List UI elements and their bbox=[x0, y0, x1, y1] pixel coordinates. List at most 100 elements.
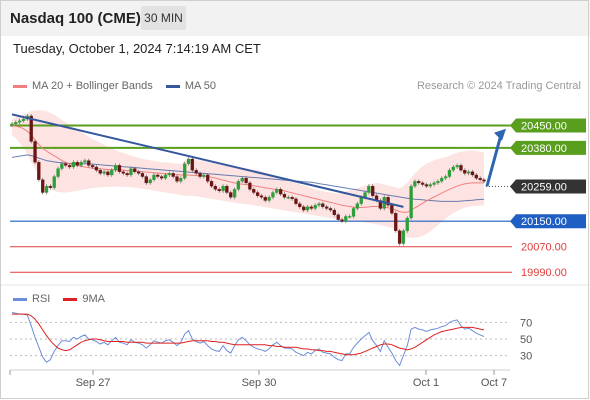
candle bbox=[75, 160, 79, 168]
candle bbox=[121, 169, 125, 176]
candle bbox=[113, 163, 118, 173]
candle bbox=[440, 176, 444, 184]
rsi-ma-swatch-icon bbox=[63, 297, 78, 301]
candle-body bbox=[451, 166, 455, 171]
rsi-swatch-icon bbox=[13, 297, 27, 301]
level-tag-0-text: 20450.00 bbox=[521, 121, 567, 133]
level-tag-1: 20380.00 bbox=[510, 140, 586, 155]
candle bbox=[213, 184, 218, 192]
rsi-tick-label: 70 bbox=[520, 317, 532, 329]
candle bbox=[21, 117, 26, 123]
candle bbox=[221, 184, 225, 193]
x-tick-label: Oct 7 bbox=[481, 377, 507, 389]
candle-body bbox=[140, 173, 145, 177]
candle-body bbox=[301, 206, 306, 211]
rsi-tick-label: 50 bbox=[520, 334, 532, 346]
candle-body bbox=[317, 203, 321, 206]
candle bbox=[432, 181, 436, 187]
timeframe-button[interactable]: 30 MIN bbox=[141, 6, 186, 30]
candle-body bbox=[67, 165, 72, 168]
candle bbox=[248, 181, 252, 192]
level-tag-2: 20150.00 bbox=[510, 214, 586, 229]
candle-body bbox=[179, 177, 183, 182]
candle-body bbox=[244, 177, 248, 184]
candle bbox=[90, 163, 95, 169]
candle bbox=[10, 122, 14, 127]
candle-body bbox=[459, 165, 463, 171]
ma50-swatch-icon bbox=[165, 84, 180, 88]
candle-body bbox=[183, 163, 187, 179]
legend-item-ma50: MA 50 bbox=[165, 80, 216, 92]
candle bbox=[397, 228, 402, 246]
candle-body bbox=[252, 189, 256, 193]
candle-body bbox=[221, 185, 225, 192]
candle-body bbox=[436, 181, 440, 184]
candle-body bbox=[420, 182, 425, 185]
current-price-tag-text: 20259.00 bbox=[521, 181, 567, 193]
candle-body bbox=[33, 141, 37, 163]
x-tick-label: Sep 30 bbox=[242, 377, 277, 389]
candle bbox=[332, 208, 336, 217]
candle-body bbox=[163, 174, 168, 179]
candle bbox=[344, 214, 348, 224]
candle-body bbox=[474, 174, 478, 179]
candle bbox=[202, 173, 206, 179]
candle-body bbox=[463, 170, 467, 174]
candle bbox=[336, 212, 340, 222]
candle bbox=[424, 182, 429, 189]
candle bbox=[482, 177, 486, 184]
candle-body bbox=[371, 185, 375, 196]
rsi-ma-line bbox=[12, 313, 485, 356]
candle-body bbox=[48, 185, 53, 188]
candle-body bbox=[71, 162, 76, 168]
candle bbox=[194, 168, 198, 176]
candle bbox=[125, 171, 129, 177]
candle-body bbox=[305, 206, 310, 211]
candle bbox=[244, 176, 248, 185]
candle-body bbox=[90, 165, 95, 168]
level-tag-0: 20450.00 bbox=[510, 118, 586, 133]
candle bbox=[459, 163, 463, 173]
candle bbox=[79, 160, 83, 168]
candle bbox=[160, 174, 164, 181]
level-tag-1-text: 20380.00 bbox=[521, 143, 567, 155]
candle bbox=[317, 201, 321, 208]
candle bbox=[167, 171, 171, 177]
candle bbox=[240, 176, 244, 184]
ma20-swatch-icon bbox=[13, 84, 27, 88]
candle bbox=[478, 176, 482, 182]
candle bbox=[110, 168, 114, 177]
candle-body bbox=[194, 170, 198, 174]
candle bbox=[175, 174, 179, 184]
candle-body bbox=[294, 198, 298, 204]
trendline bbox=[11, 113, 404, 208]
candle bbox=[129, 166, 133, 177]
candle bbox=[371, 184, 375, 198]
candle-body bbox=[144, 176, 148, 184]
candle bbox=[106, 169, 110, 177]
candle bbox=[463, 168, 467, 176]
candle bbox=[163, 173, 168, 181]
candle bbox=[232, 187, 237, 200]
legend-label-rsi: RSI bbox=[32, 293, 51, 305]
forecast-arrow-shaft bbox=[485, 134, 503, 187]
candle bbox=[467, 169, 471, 176]
candle-body bbox=[290, 197, 294, 200]
chart-header: Nasdaq 100 (CME) 30 MIN bbox=[0, 0, 590, 36]
candle-body bbox=[278, 189, 283, 195]
candle-body bbox=[110, 170, 114, 176]
candle-body bbox=[37, 162, 41, 180]
candle bbox=[209, 179, 214, 189]
candle-body bbox=[209, 181, 214, 187]
candle-body bbox=[417, 181, 421, 184]
candle-body bbox=[348, 216, 352, 218]
level-tag-0-box bbox=[510, 118, 586, 133]
candle-body bbox=[60, 163, 64, 169]
candle bbox=[44, 184, 49, 195]
x-tick-label: Oct 1 bbox=[413, 377, 439, 389]
candle bbox=[18, 118, 22, 125]
candle bbox=[401, 228, 406, 246]
candle-body bbox=[467, 171, 471, 174]
candle-body bbox=[328, 208, 333, 211]
